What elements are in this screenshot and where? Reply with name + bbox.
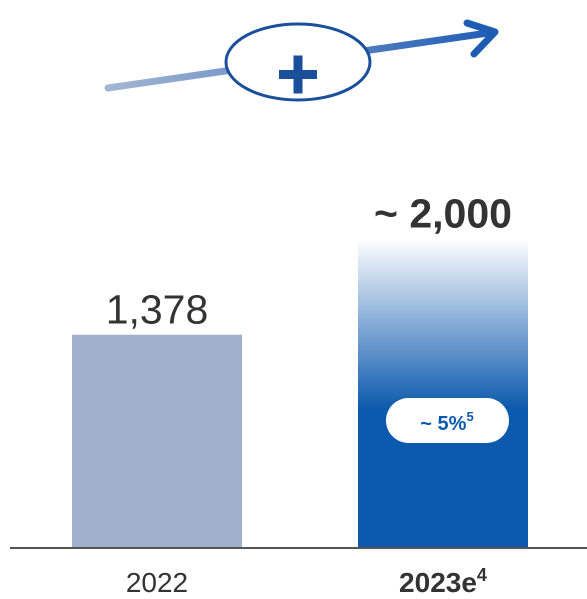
growth-plus-oval — [224, 22, 372, 102]
category-label-2022: 2022 — [126, 567, 188, 598]
trend-arrow-head — [463, 19, 499, 58]
value-label-2023e: ~ 2,000 — [374, 190, 512, 236]
category-label-2023e: 2023e4 — [399, 565, 487, 598]
growth-badge: ~ 5%5 — [386, 398, 509, 443]
bar-2023e — [358, 238, 528, 548]
growth-badge-text: ~ 5%5 — [420, 409, 473, 435]
value-label-2022: 1,378 — [106, 287, 209, 333]
bar-2022 — [72, 334, 242, 548]
growth-badge-pill — [386, 398, 509, 443]
plus-icon — [279, 55, 317, 94]
